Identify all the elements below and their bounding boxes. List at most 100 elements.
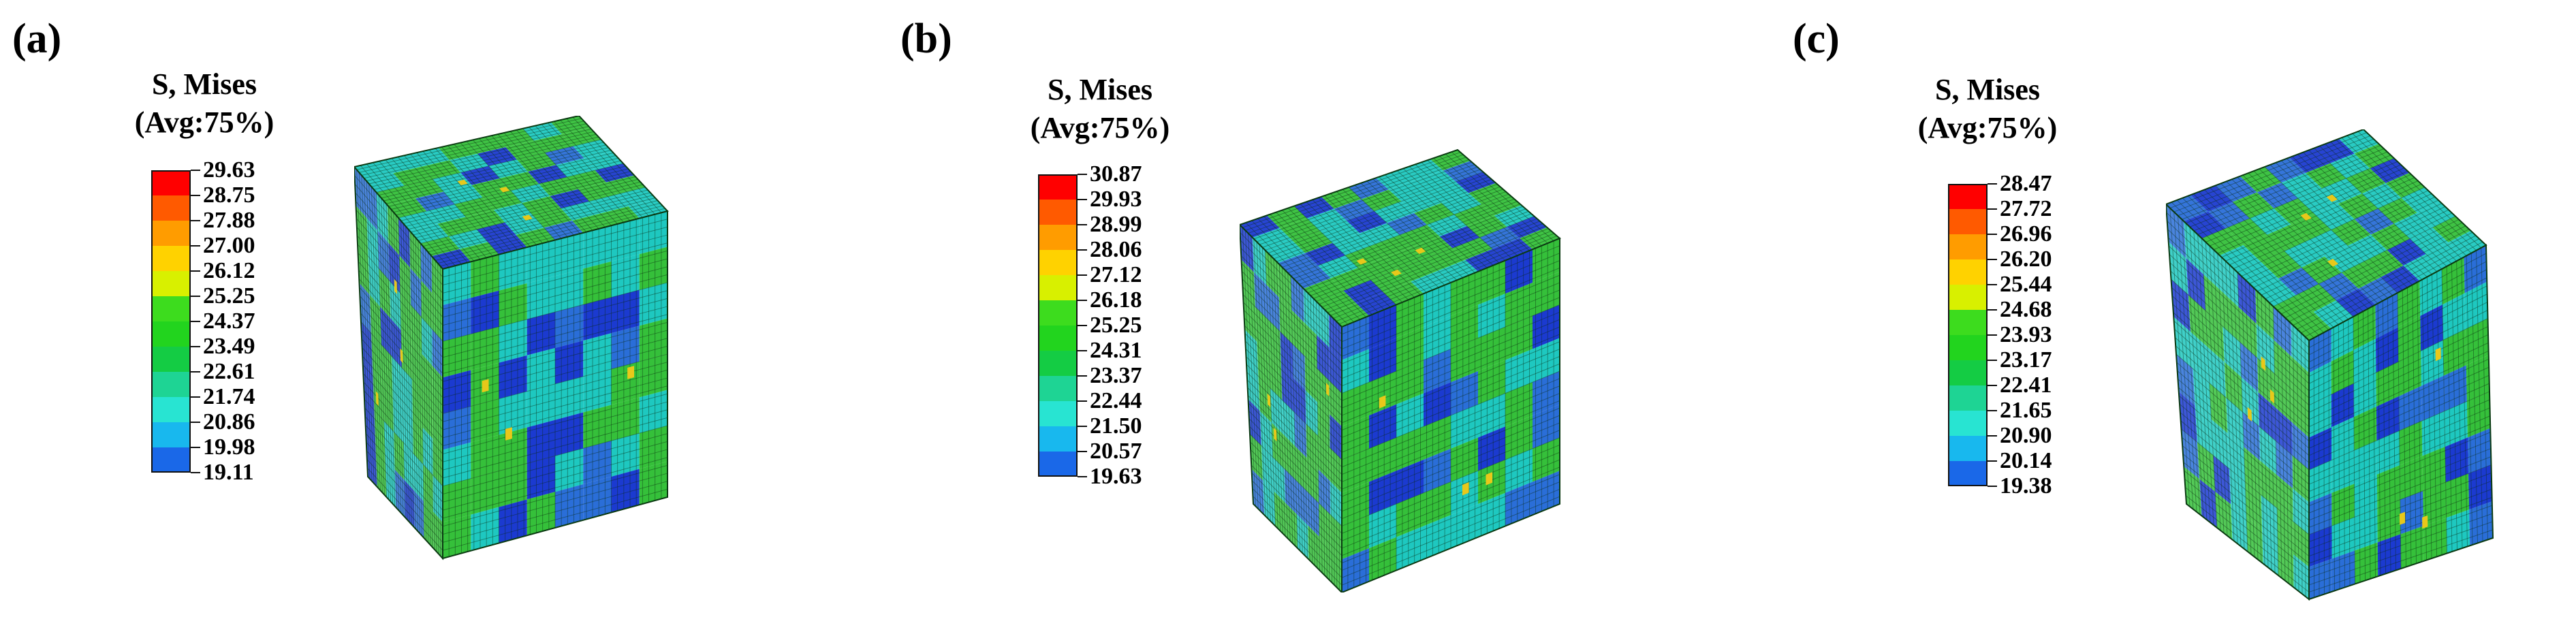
legend-swatch — [151, 372, 191, 397]
legend-value: 27.88 — [203, 208, 255, 233]
legend-value: 23.37 — [1090, 363, 1142, 388]
legend-value: 22.41 — [2000, 373, 2052, 398]
legend-value: 25.25 — [203, 283, 255, 308]
cube-face-top — [2166, 129, 2487, 342]
legend-value: 23.93 — [2000, 322, 2052, 347]
legend-title-line2: (Avg:75%) — [1030, 111, 1170, 144]
legend-tick — [1988, 259, 1997, 260]
legend-swatch — [1948, 209, 1988, 234]
panel-label: (b) — [900, 16, 952, 62]
legend-tick — [191, 346, 200, 347]
legend-swatch — [1038, 376, 1078, 401]
panel-c: (c) S, Mises (Avg:75%) 28.47 27.72 26.96 26… — [1744, 0, 2576, 617]
legend-title-line1: S, Mises — [152, 67, 257, 101]
legend-swatch — [151, 246, 191, 271]
legend-value: 27.72 — [2000, 196, 2052, 221]
legend-tick — [1988, 460, 1997, 462]
legend-value: 27.00 — [203, 233, 255, 258]
legend-tick — [191, 195, 200, 196]
legend-swatch — [1038, 275, 1078, 300]
legend-value: 20.90 — [2000, 423, 2052, 448]
legend-tick — [1988, 183, 1997, 185]
legend-value: 19.63 — [1090, 464, 1142, 489]
stress-cube-mesh — [354, 116, 669, 560]
legend-swatch — [1038, 401, 1078, 426]
legend-tick — [1078, 325, 1087, 326]
panel-label: (c) — [1793, 16, 1840, 62]
legend-swatch — [151, 170, 191, 195]
legend-tick — [191, 270, 200, 272]
legend-tick — [1988, 385, 1997, 386]
legend-tick — [191, 170, 200, 171]
legend-swatch — [1948, 285, 1988, 310]
panel-a: (a) S, Mises (Avg:75%) 29.63 28.75 27.88 27… — [0, 0, 858, 617]
legend-value: 21.74 — [203, 384, 255, 409]
legend-swatch — [151, 447, 191, 473]
legend-swatch — [151, 321, 191, 347]
legend-tick — [191, 447, 200, 448]
legend-tick — [1988, 309, 1997, 311]
legend-value: 28.47 — [2000, 171, 2052, 196]
cube-face-left — [2166, 203, 2310, 601]
legend-value: 28.75 — [203, 183, 255, 208]
cube-face-right — [1341, 237, 1560, 592]
legend-value: 22.61 — [203, 359, 255, 384]
legend-title: S, Mises (Avg:75%) — [1885, 71, 2090, 147]
legend-value: 26.12 — [203, 258, 255, 283]
legend-title-line1: S, Mises — [1048, 73, 1152, 106]
cube-face-right — [2308, 244, 2494, 601]
legend-tick — [1078, 476, 1087, 477]
legend-tick — [1988, 486, 1997, 487]
legend-tick — [1078, 249, 1087, 251]
legend-swatch — [1038, 225, 1078, 250]
legend-tick — [191, 422, 200, 423]
legend-title: S, Mises (Avg:75%) — [998, 71, 1202, 147]
legend-tick — [191, 371, 200, 373]
legend-value: 24.31 — [1090, 338, 1142, 363]
legend-tick — [1078, 199, 1087, 200]
legend-title-line1: S, Mises — [1935, 73, 2040, 106]
legend-swatch — [151, 397, 191, 422]
legend-tick — [1078, 300, 1087, 301]
legend-swatch — [1038, 326, 1078, 351]
legend-tick — [1078, 426, 1087, 427]
legend-swatch — [151, 296, 191, 321]
legend-tick — [1078, 451, 1087, 452]
cube-face-left — [354, 165, 443, 560]
legend-swatch — [1038, 200, 1078, 225]
legend-swatch — [1948, 310, 1988, 335]
legend-value: 24.68 — [2000, 297, 2052, 322]
legend-swatch — [1038, 351, 1078, 376]
legend-tick — [1078, 400, 1087, 402]
cube-face-top — [1240, 148, 1561, 328]
legend-swatch — [1948, 411, 1988, 436]
legend-value: 23.49 — [203, 334, 255, 359]
legend-swatch — [1038, 300, 1078, 326]
legend-swatch — [1948, 385, 1988, 411]
legend-tick — [1988, 435, 1997, 437]
legend-value: 26.96 — [2000, 221, 2052, 247]
legend-value: 21.50 — [1090, 413, 1142, 439]
cube-face-right — [442, 210, 668, 560]
legend-value: 27.12 — [1090, 262, 1142, 287]
legend-swatch — [1038, 426, 1078, 452]
legend-value: 20.86 — [203, 409, 255, 434]
legend-swatch — [151, 195, 191, 221]
legend-swatch — [1948, 234, 1988, 259]
legend-swatch — [151, 221, 191, 246]
legend-value: 26.18 — [1090, 287, 1142, 313]
cube-face-left — [1240, 223, 1342, 592]
legend-tick — [1078, 350, 1087, 351]
legend-swatch — [1948, 436, 1988, 461]
legend-tick — [1078, 375, 1087, 377]
legend-value: 29.93 — [1090, 187, 1142, 212]
legend-swatch — [1948, 461, 1988, 486]
legend-value: 25.25 — [1090, 313, 1142, 338]
legend-swatch — [1948, 360, 1988, 385]
legend-value: 24.37 — [203, 308, 255, 334]
legend-tick — [1078, 274, 1087, 276]
legend-value: 30.87 — [1090, 161, 1142, 187]
legend-tick — [1078, 174, 1087, 175]
legend-value: 19.11 — [203, 460, 254, 485]
stress-cube-mesh — [2166, 129, 2494, 601]
